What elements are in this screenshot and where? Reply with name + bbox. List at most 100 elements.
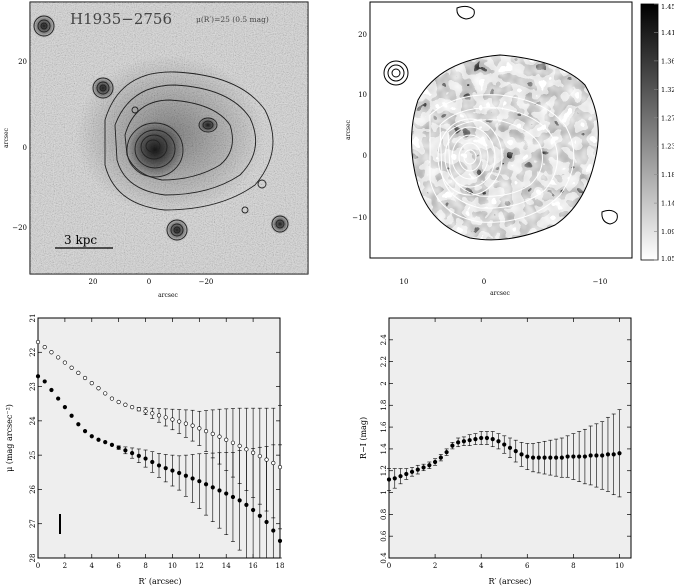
data-point [277,538,283,543]
data-point [163,415,168,420]
data-point [203,429,209,434]
data-point [257,513,262,518]
data-point [507,445,513,450]
panel-a-xtick: 20 [89,278,98,286]
y-tick-label: 26 [29,484,37,493]
data-point [143,409,148,414]
data-point [277,465,283,470]
data-point [163,466,168,471]
x-tick-label: 8 [571,562,575,570]
panel-a-subtitle: μ(R′)=25 (0.5 mag) [196,15,269,24]
panel-b-xlabel: arcsec [490,290,510,297]
data-point [271,528,276,533]
x-tick-label: 8 [143,562,147,570]
color-profile-chart: 0 2 4 6 8 10 0.4 0.6 0.8 1 1.2 1.4 1.6 1.8 2 2.2 2.4 R′ … [359,317,632,586]
color-map-panel: 10 0 −10 arcsec 20 10 0 −10 arcsec 1.45 1… [345,1,674,297]
y-tick-label: 0.4 [380,552,388,564]
colorbar-tick-label: 1.32 [661,86,674,94]
data-point [49,350,54,355]
panel-b-xtick: −10 [593,278,608,286]
data-point [404,471,409,477]
data-point [611,452,616,457]
data-point [409,469,415,474]
data-point [467,438,472,443]
colorbar-tick-label: 1.05 [661,255,674,263]
data-point [183,473,188,478]
data-point [76,422,81,427]
data-point [103,440,108,445]
data-point [190,423,195,428]
data-point [224,491,229,496]
data-point [484,435,490,441]
data-point [136,453,141,458]
data-point [450,443,455,448]
data-point [210,431,215,436]
panel-b-ytick: −10 [352,214,367,222]
x-tick-label: 2 [433,562,437,570]
data-point [123,402,128,407]
data-point [600,453,605,458]
data-point [170,468,175,473]
data-point [62,405,67,410]
y-tick-label: 24 [29,416,37,425]
data-point [150,459,155,465]
data-point [257,454,262,459]
data-point [230,440,236,445]
data-point [156,413,162,418]
data-point [502,442,507,447]
data-point [244,502,249,507]
data-point [170,417,175,422]
y-tick-label: 1.4 [380,443,388,455]
data-point [479,435,484,441]
data-point [244,447,249,452]
colorbar-tick-label: 1.45 [661,3,674,11]
data-point [456,440,461,445]
data-point [594,453,599,458]
data-point [203,482,209,487]
y-tick-label: 1 [380,490,388,494]
data-point [143,456,148,461]
x-tick-label: 0 [387,562,391,570]
data-point [69,413,74,418]
panel-a-xtick: −20 [199,278,214,286]
data-point [136,407,141,412]
data-point [444,450,449,455]
x-tick-label: 4 [479,562,484,570]
data-point [96,386,101,391]
data-point [217,434,222,439]
data-point [130,450,135,456]
data-point [183,421,188,426]
data-point [536,455,541,460]
x-tick-label: 10 [168,562,177,570]
data-point [264,519,269,525]
x-tick-label: 0 [36,562,40,570]
data-point [432,459,438,465]
data-point [427,463,432,468]
data-point [513,448,518,454]
data-point [130,405,135,410]
data-point [150,411,155,416]
x-tick-label: 10 [615,562,624,570]
data-point [542,455,547,460]
panel-b-xtick: 0 [482,278,486,286]
data-point [617,451,622,456]
y-tick-label: 1.2 [380,465,388,476]
data-point [210,485,215,490]
data-point [96,437,101,442]
y-tick-label: 25 [29,451,37,460]
data-point [123,448,128,453]
x-tick-label: 2 [63,562,67,570]
data-point [530,455,536,460]
y-tick-label: 22 [29,348,37,357]
data-point [577,454,582,459]
y-tick-label: 2 [380,381,388,385]
data-point [490,436,495,442]
data-point [103,391,108,396]
colorbar-tick-label: 1.27 [661,114,674,122]
panel-a-ytick: −20 [12,224,27,232]
data-point [571,454,576,459]
data-point [89,381,94,386]
data-point [582,454,588,459]
colorbar-tick-label: 1.14 [661,200,674,208]
